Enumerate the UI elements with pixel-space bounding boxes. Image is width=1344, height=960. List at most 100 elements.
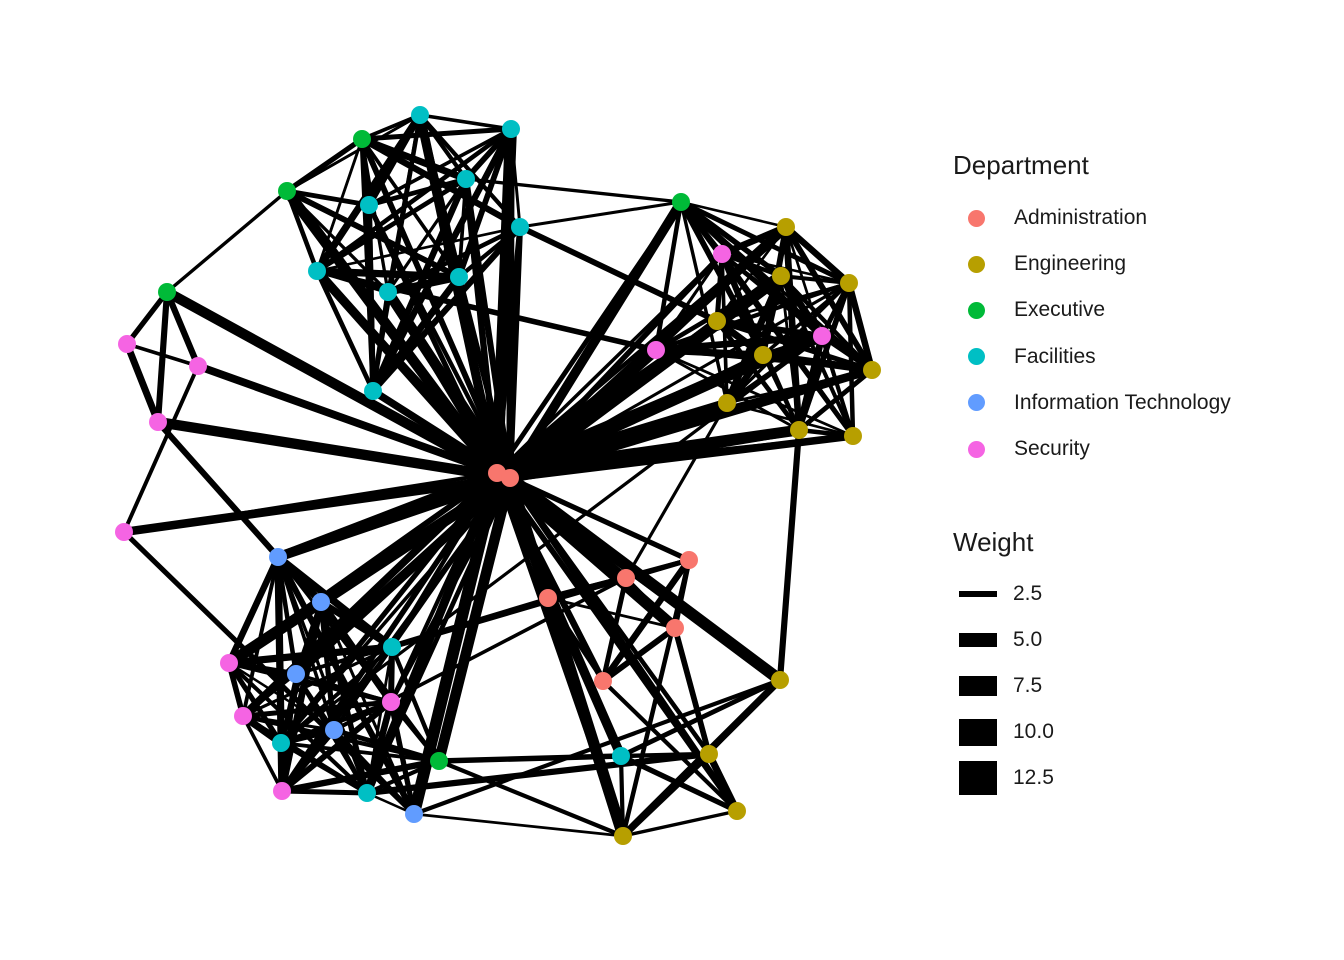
edge [796,367,875,433]
legend-title-department: Department [953,150,1089,180]
legend-label: 2.5 [1013,582,1043,605]
legend-item-weight-7-5: 7.5 [953,666,1042,706]
legend-label: 5.0 [1013,628,1043,651]
weight-key-bar [959,761,997,795]
edge [124,289,170,347]
edge [240,713,442,764]
edge [778,273,875,373]
edge [507,475,692,563]
edge [121,470,500,535]
node-information-technology [405,805,423,823]
legend-label: 10.0 [1013,720,1054,743]
edge [123,340,162,426]
node-engineering [772,267,790,285]
node-security [234,707,252,725]
edge [621,809,739,838]
node-engineering [718,394,736,412]
edge [226,660,246,719]
edge [294,596,550,676]
legend-item-information-technology: Information Technology [968,388,1231,418]
legend-swatch [968,348,985,366]
node-executive [353,130,371,148]
weight-key-bar [959,718,997,746]
legend-item-weight-12-5: 12.5 [953,758,1054,798]
edge [366,176,469,208]
edge [819,280,852,339]
edge [278,757,443,795]
legend-swatch [968,440,985,458]
legend-item-administration: Administration [968,203,1147,233]
node-security [118,335,136,353]
edge [653,199,684,353]
node-facilities [308,262,326,280]
edge [456,274,513,481]
edge [315,225,522,273]
edge [504,344,662,484]
edge [164,289,513,481]
node-administration [594,672,612,690]
legend-item-executive: Executive [968,295,1105,325]
edge [280,476,512,793]
edge [155,419,281,560]
edge [121,529,417,817]
edge [776,426,803,684]
edge [464,177,683,204]
node-engineering [728,802,746,820]
node-facilities [358,784,376,802]
legend-item-weight-10-0: 10.0 [953,712,1054,752]
node-facilities [364,382,382,400]
edge [599,556,693,685]
edge [418,113,513,131]
legend-label: Administration [1014,206,1148,229]
legend-item-weight-5-0: 5.0 [953,620,1042,660]
node-executive [278,182,296,200]
node-security [149,413,167,431]
legend-title-weight: Weight [953,527,1034,557]
node-engineering [863,361,881,379]
node-administration [666,619,684,637]
node-information-technology [287,665,305,683]
nodes [115,106,881,845]
edge [388,475,513,705]
edge [845,279,876,374]
node-security [647,341,665,359]
node-information-technology [269,548,287,566]
edge [411,677,783,817]
legend-label: Facilities [1014,344,1096,368]
node-information-technology [325,721,343,739]
edge [619,750,713,840]
node-administration [501,469,519,487]
node-facilities [411,106,429,124]
edge [278,598,325,795]
node-facilities [272,734,290,752]
edge [241,645,394,718]
node-security [382,693,400,711]
edge [154,288,171,426]
weight-key-bar [959,590,997,598]
edge [504,472,786,686]
edge [314,126,514,274]
edge [389,557,692,650]
edge [152,416,516,484]
edge [313,111,424,275]
edge [436,758,626,839]
node-facilities [511,218,529,236]
node-executive [158,283,176,301]
edges [119,110,877,842]
node-security [115,523,133,541]
node-administration [680,551,698,569]
node-executive [672,193,690,211]
node-security [220,654,238,672]
edge [517,224,720,324]
edge [819,333,856,439]
legend-label: 12.5 [1013,766,1054,789]
legend-label: 7.5 [1013,674,1043,697]
node-engineering [754,346,772,364]
edge [679,200,788,229]
edge [654,348,855,438]
node-engineering [844,427,862,445]
edge [363,750,713,797]
legend-swatch [968,209,985,227]
node-engineering [777,218,795,236]
edge [279,476,512,745]
